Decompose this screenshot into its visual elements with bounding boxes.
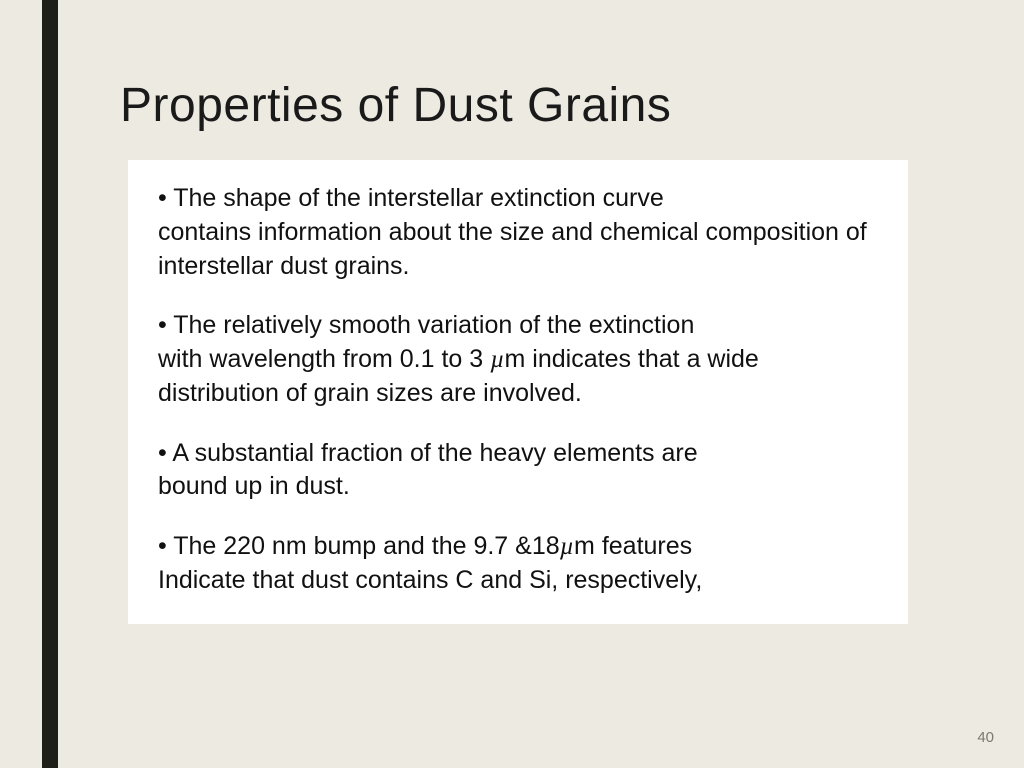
content-box: • The shape of the interstellar extincti… [128, 160, 908, 624]
bullet-text: contains information about the size and … [158, 218, 867, 280]
bullet-marker: • [158, 311, 173, 339]
mu-symbol: µ [560, 533, 574, 560]
bullet-text: A substantial fraction of the heavy elem… [172, 439, 697, 467]
bullet-item: • The relatively smooth variation of the… [158, 309, 878, 410]
slide-title: Properties of Dust Grains [120, 78, 671, 133]
bullet-text: bound up in dust. [158, 472, 350, 500]
bullet-item: • A substantial fraction of the heavy el… [158, 437, 878, 505]
bullet-item: • The shape of the interstellar extincti… [158, 182, 878, 283]
mu-symbol: µ [490, 346, 504, 373]
bullet-marker: • [158, 439, 172, 467]
bullet-text: with wavelength from 0.1 to 3 [158, 345, 490, 373]
page-number: 40 [977, 729, 994, 746]
bullet-marker: • [158, 184, 173, 212]
bullet-text: Indicate that dust contains C and Si, re… [158, 566, 702, 594]
bullet-item: • The 220 nm bump and the 9.7 &18µm feat… [158, 530, 878, 598]
accent-bar [42, 0, 58, 768]
bullet-marker: • [158, 532, 173, 560]
bullet-text: The 220 nm bump and the 9.7 &18 [173, 532, 559, 560]
bullet-text: m features [574, 532, 692, 560]
bullet-text: The relatively smooth variation of the e… [173, 311, 694, 339]
bullet-text: The shape of the interstellar extinction… [173, 184, 664, 212]
